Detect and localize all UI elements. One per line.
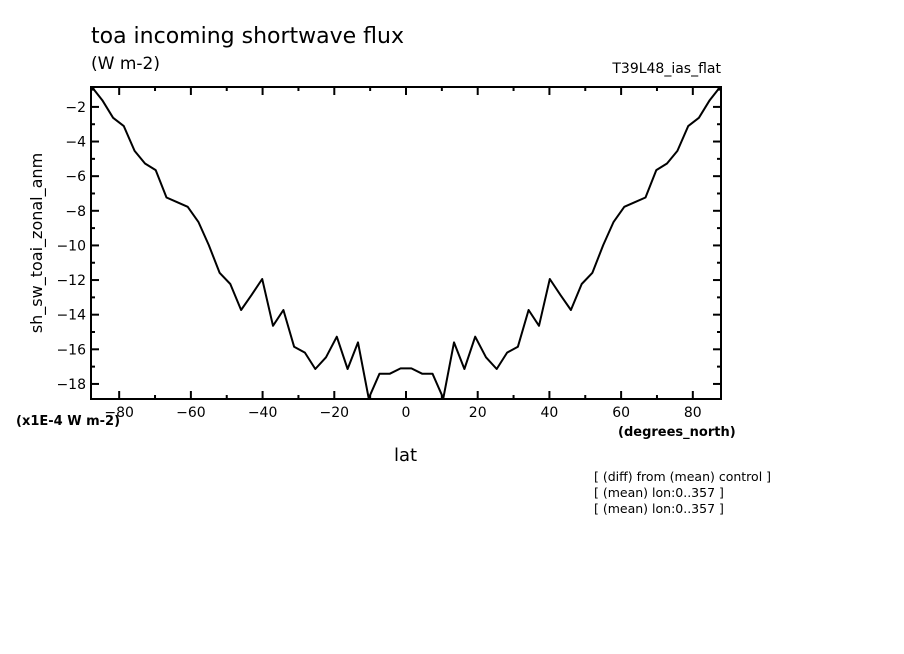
y-tick-label: −4	[65, 135, 86, 151]
x-axis-label: lat	[394, 445, 418, 466]
y-tick-label: −2	[65, 100, 86, 116]
x-tick-label: 20	[469, 405, 487, 421]
x-tick-label: 60	[612, 405, 630, 421]
data-line	[91, 86, 721, 400]
y-tick-label: −16	[56, 342, 86, 358]
y-tick-label: −14	[56, 308, 86, 324]
chart-title: toa incoming shortwave flux	[91, 24, 404, 49]
x-tick-label: −20	[320, 405, 350, 421]
run-label: T39L48_ias_flat	[612, 61, 721, 77]
plot-frame	[90, 86, 722, 400]
y-tick-label: −10	[56, 238, 86, 254]
x-tick-label: 40	[540, 405, 558, 421]
y-tick-label: −6	[65, 169, 86, 185]
chart-units: (W m-2)	[91, 54, 160, 74]
y-scale-label: (x1E-4 W m-2)	[16, 414, 121, 429]
annotation-mean-lon-1: [ (mean) lon:0..357 ]	[594, 485, 724, 500]
x-tick-label: −80	[104, 405, 134, 421]
x-axis-units: (degrees_north)	[618, 425, 736, 440]
x-tick-label: −60	[176, 405, 206, 421]
y-tick-label: −8	[65, 204, 86, 220]
x-tick-label: 80	[684, 405, 702, 421]
x-tick-label: 0	[402, 405, 411, 421]
x-tick-label: −40	[248, 405, 278, 421]
annotation-diff: [ (diff) from (mean) control ]	[594, 469, 772, 484]
annotation-mean-lon-2: [ (mean) lon:0..357 ]	[594, 501, 724, 516]
y-tick-label: −12	[56, 273, 86, 289]
y-tick-label: −18	[56, 377, 86, 393]
